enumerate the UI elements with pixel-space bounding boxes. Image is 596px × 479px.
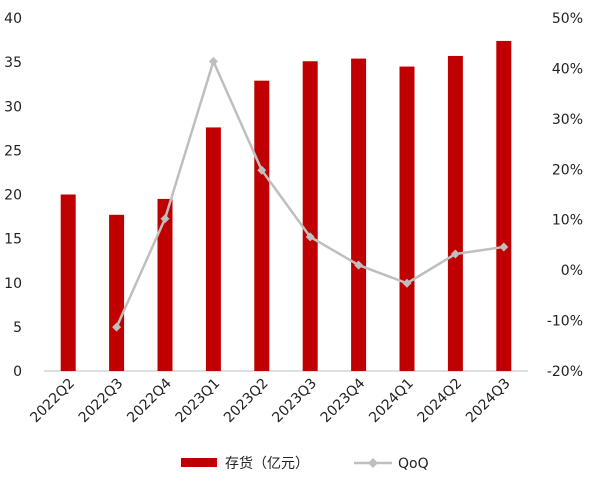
bar-2023Q4 bbox=[351, 58, 367, 372]
qoq-point-2024Q2 bbox=[450, 249, 460, 259]
x-axis-ticks: 2022Q22022Q32022Q42023Q12023Q22023Q32023… bbox=[27, 375, 513, 426]
bar-2022Q3 bbox=[109, 214, 125, 371]
x-tick-label: 2022Q3 bbox=[76, 376, 127, 427]
left-tick-label: 30 bbox=[4, 99, 22, 115]
qoq-series bbox=[112, 56, 509, 332]
x-tick-label: 2023Q4 bbox=[318, 375, 369, 426]
right-tick-label: -10% bbox=[547, 314, 583, 330]
left-tick-label: 0 bbox=[13, 364, 22, 380]
bar-2024Q3 bbox=[496, 40, 512, 371]
qoq-point-2022Q3 bbox=[112, 322, 122, 332]
bar-series bbox=[60, 40, 512, 372]
x-tick-label: 2024Q2 bbox=[415, 376, 466, 427]
left-tick-label: 35 bbox=[4, 55, 22, 71]
left-tick-label: 10 bbox=[4, 276, 22, 292]
legend: 存货（亿元） QoQ bbox=[181, 455, 429, 472]
legend-label-qoq: QoQ bbox=[398, 456, 429, 472]
right-tick-label: 10% bbox=[552, 213, 583, 229]
qoq-point-2023Q2 bbox=[257, 165, 267, 175]
bar-2023Q3 bbox=[302, 61, 318, 372]
qoq-point-2024Q3 bbox=[499, 242, 509, 252]
x-tick-label: 2022Q2 bbox=[27, 376, 78, 427]
right-tick-label: 0% bbox=[561, 263, 583, 279]
legend-swatch-inventory bbox=[181, 458, 217, 467]
left-tick-label: 40 bbox=[4, 11, 22, 27]
qoq-point-2022Q4 bbox=[160, 214, 170, 224]
qoq-point-2024Q1 bbox=[402, 278, 412, 288]
x-tick-label: 2022Q4 bbox=[124, 375, 175, 426]
bar-2023Q2 bbox=[254, 80, 270, 371]
legend-label-inventory: 存货（亿元） bbox=[225, 455, 309, 472]
x-tick-label: 2023Q2 bbox=[221, 376, 272, 427]
qoq-point-2023Q4 bbox=[354, 260, 364, 270]
x-tick-label: 2023Q3 bbox=[269, 376, 320, 427]
x-tick-label: 2024Q1 bbox=[366, 376, 417, 427]
bar-2024Q1 bbox=[399, 66, 415, 371]
right-axis-ticks: -20% -10% 0% 10% 20% 30% 40% 50% bbox=[547, 11, 583, 380]
right-tick-label: 40% bbox=[552, 61, 583, 77]
bar-2023Q1 bbox=[205, 127, 221, 372]
x-tick-label: 2023Q1 bbox=[173, 376, 224, 427]
left-tick-label: 25 bbox=[4, 143, 22, 159]
right-tick-label: 50% bbox=[552, 11, 583, 27]
bar-2022Q4 bbox=[157, 198, 173, 371]
legend-swatch-qoq-marker bbox=[368, 458, 378, 468]
right-tick-label: 30% bbox=[552, 112, 583, 128]
left-axis-ticks: 0 5 10 15 20 25 30 35 40 bbox=[4, 11, 22, 380]
left-tick-label: 15 bbox=[4, 232, 22, 248]
qoq-point-2023Q3 bbox=[305, 232, 315, 242]
bar-2022Q2 bbox=[60, 194, 76, 371]
qoq-point-2023Q1 bbox=[208, 56, 218, 66]
right-tick-label: -20% bbox=[547, 364, 583, 380]
left-tick-label: 20 bbox=[4, 188, 22, 204]
left-tick-label: 5 bbox=[13, 320, 22, 336]
right-tick-label: 20% bbox=[552, 162, 583, 178]
bar-2024Q2 bbox=[447, 55, 463, 371]
x-tick-label: 2024Q3 bbox=[463, 376, 514, 427]
